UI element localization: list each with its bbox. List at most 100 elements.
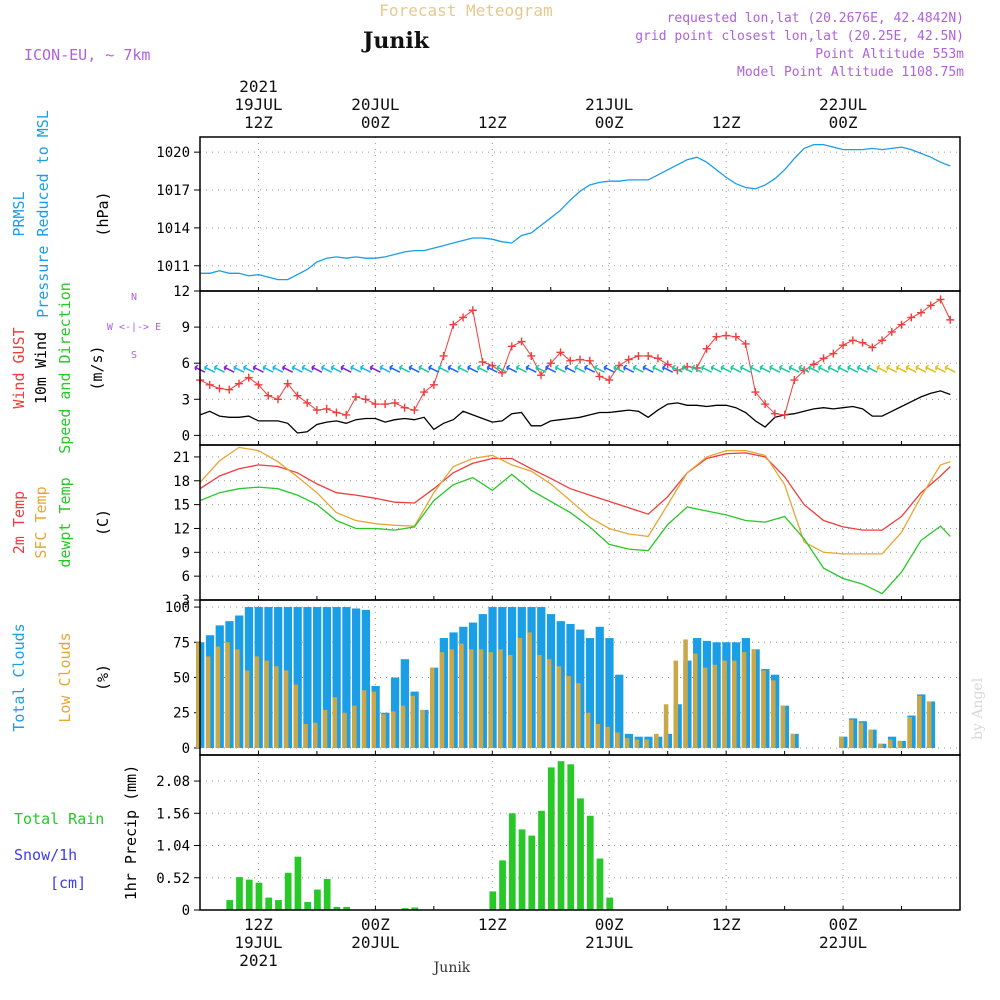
low-cloud-bar <box>566 676 571 748</box>
low-cloud-bar <box>449 649 454 748</box>
wind-arrow <box>243 364 255 373</box>
gust-marker <box>537 371 546 380</box>
wind-arrow <box>584 364 596 373</box>
gust-marker <box>780 410 789 419</box>
low-cloud-bar <box>624 738 630 748</box>
gust-marker <box>819 354 828 363</box>
y-tick-label: 50 <box>173 671 190 687</box>
gust-marker <box>712 332 721 341</box>
gust-marker <box>936 295 945 304</box>
gust-marker <box>878 336 887 345</box>
wind-arrow <box>476 364 488 373</box>
gust-marker <box>556 348 565 357</box>
wind-arrow <box>730 364 742 373</box>
wind-arrow <box>837 364 849 373</box>
panel-ylabel: PRMSL <box>10 191 28 236</box>
wind-arrow <box>447 364 459 373</box>
gust-marker <box>244 373 253 382</box>
rain-bar <box>314 889 321 910</box>
rain-bar <box>265 897 273 910</box>
rain-bar <box>528 835 536 910</box>
low-cloud-bar <box>712 664 718 748</box>
wind-arrow <box>895 364 907 373</box>
low-cloud-bar <box>761 670 766 748</box>
top-time-label: 21JUL <box>585 95 633 114</box>
y-tick-label: 2.08 <box>156 774 190 790</box>
series-line <box>199 473 951 595</box>
gust-marker <box>624 355 633 364</box>
y-tick-label: 0 <box>182 741 190 757</box>
gust-marker <box>390 398 399 407</box>
low-cloud-bar <box>654 733 659 748</box>
rain-bar <box>236 877 243 910</box>
gust-marker <box>449 320 458 329</box>
bottom-time-label: 21JUL <box>585 933 633 952</box>
low-cloud-bar <box>585 712 591 748</box>
wind-arrow <box>866 364 878 373</box>
wind-arrow <box>944 364 956 373</box>
top-time-label: 12Z <box>712 113 741 132</box>
total-cloud-bar <box>400 659 409 748</box>
wind-arrow <box>905 364 917 373</box>
precip-label-rain: Total Rain <box>14 810 104 828</box>
rain-bar <box>275 900 282 910</box>
top-time-label: 20JUL <box>351 95 399 114</box>
footer-location: Junik <box>432 960 471 976</box>
wind-arrow <box>886 364 898 373</box>
wind-arrow <box>934 364 946 373</box>
low-cloud-bar <box>274 666 279 748</box>
gust-marker <box>381 400 390 409</box>
wind-arrow <box>515 364 527 373</box>
low-cloud-bar <box>293 684 299 748</box>
wind-arrow <box>739 364 751 373</box>
wind-arrow <box>827 364 839 373</box>
gust-marker <box>420 388 429 397</box>
gust-marker <box>722 331 731 340</box>
compass-ew: W <-|-> E <box>107 322 161 333</box>
total-cloud-bar <box>332 607 341 748</box>
gust-marker <box>868 343 877 352</box>
wind-arrow <box>671 364 683 373</box>
compass-south: S <box>131 350 137 361</box>
top-time-label: 12Z <box>478 113 507 132</box>
wind-arrow <box>213 364 225 373</box>
low-cloud-bar <box>468 649 474 748</box>
low-cloud-bar <box>868 729 873 748</box>
gust-marker <box>644 351 653 360</box>
bottom-time-label: 00Z <box>361 915 390 934</box>
wind-arrow <box>798 364 810 373</box>
wind-arrow <box>769 364 781 373</box>
gust-marker <box>566 356 575 365</box>
wind-arrow <box>847 364 859 373</box>
gust-marker <box>371 400 380 409</box>
low-cloud-bar <box>205 656 211 748</box>
gust-marker <box>254 380 263 389</box>
low-cloud-bar <box>410 695 416 748</box>
gust-marker <box>829 349 838 358</box>
gust-marker <box>741 339 750 348</box>
gust-marker <box>478 357 487 366</box>
gust-marker <box>634 351 643 360</box>
rain-bar <box>518 829 526 910</box>
y-tick-label: 12 <box>173 284 190 300</box>
model-altitude: Model Point Altitude 1108.75m <box>737 65 964 80</box>
panel-ylabel: 2m Temp <box>10 491 28 554</box>
low-cloud-bar <box>673 660 679 748</box>
bottom-time-label: 2021 <box>239 951 278 970</box>
y-tick-label: 18 <box>173 474 190 490</box>
rain-bar <box>401 908 409 910</box>
y-tick-label: 0 <box>182 428 190 444</box>
gust-marker <box>439 351 448 360</box>
wind-arrow <box>525 364 537 373</box>
low-cloud-bar <box>556 666 562 748</box>
chart-title: Forecast Meteogram <box>379 1 552 20</box>
low-cloud-bar <box>283 670 289 748</box>
low-cloud-bar <box>751 649 757 748</box>
gust-marker <box>926 301 935 310</box>
gust-marker <box>731 332 740 341</box>
rain-bar <box>596 858 604 910</box>
wind-arrow <box>603 364 615 373</box>
wind-arrow <box>379 364 391 373</box>
panel-ylabel: Total Clouds <box>10 623 28 731</box>
wind-arrow <box>291 364 303 373</box>
